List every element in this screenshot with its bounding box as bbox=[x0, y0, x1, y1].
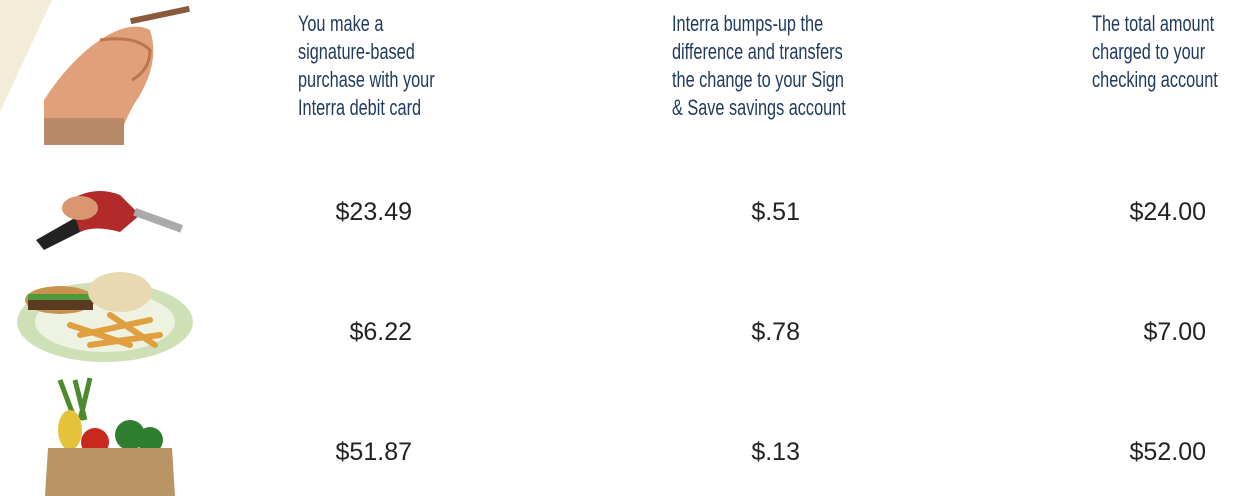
header-line: purchase with your bbox=[298, 66, 435, 94]
card-hand-image bbox=[44, 6, 190, 145]
decoration bbox=[0, 0, 260, 496]
purchase-amount: $23.49 bbox=[336, 198, 412, 227]
grocery-bag-image bbox=[45, 378, 175, 496]
change-amount: $.51 bbox=[751, 198, 800, 227]
column-header: The total amount charged to your checkin… bbox=[1092, 10, 1218, 94]
column-header: Interra bumps-up the difference and tran… bbox=[672, 10, 846, 122]
change-amount: $.78 bbox=[751, 318, 800, 347]
header-line: the change to your Sign bbox=[672, 66, 846, 94]
header-line: difference and transfers bbox=[672, 38, 846, 66]
header-line: The total amount bbox=[1092, 10, 1218, 38]
purchase-amount: $51.87 bbox=[336, 438, 412, 467]
header-line: & Save savings account bbox=[672, 94, 846, 122]
total-amount: $7.00 bbox=[1143, 318, 1206, 347]
gas-nozzle-image bbox=[36, 191, 183, 250]
header-line: charged to your bbox=[1092, 38, 1218, 66]
header-line: signature-based bbox=[298, 38, 435, 66]
header-line: You make a bbox=[298, 10, 435, 38]
total-amount: $52.00 bbox=[1130, 438, 1206, 467]
total-amount: $24.00 bbox=[1130, 198, 1206, 227]
header-line: Interra debit card bbox=[298, 94, 435, 122]
change-amount: $.13 bbox=[751, 438, 800, 467]
burger-plate-image bbox=[17, 272, 193, 362]
column-header: You make a signature-based purchase with… bbox=[298, 10, 435, 122]
header-line: checking account bbox=[1092, 66, 1218, 94]
purchase-amount: $6.22 bbox=[349, 318, 412, 347]
header-line: Interra bumps-up the bbox=[672, 10, 846, 38]
page: {"headers": [ {"lines": ["You make a", "… bbox=[0, 0, 1249, 496]
